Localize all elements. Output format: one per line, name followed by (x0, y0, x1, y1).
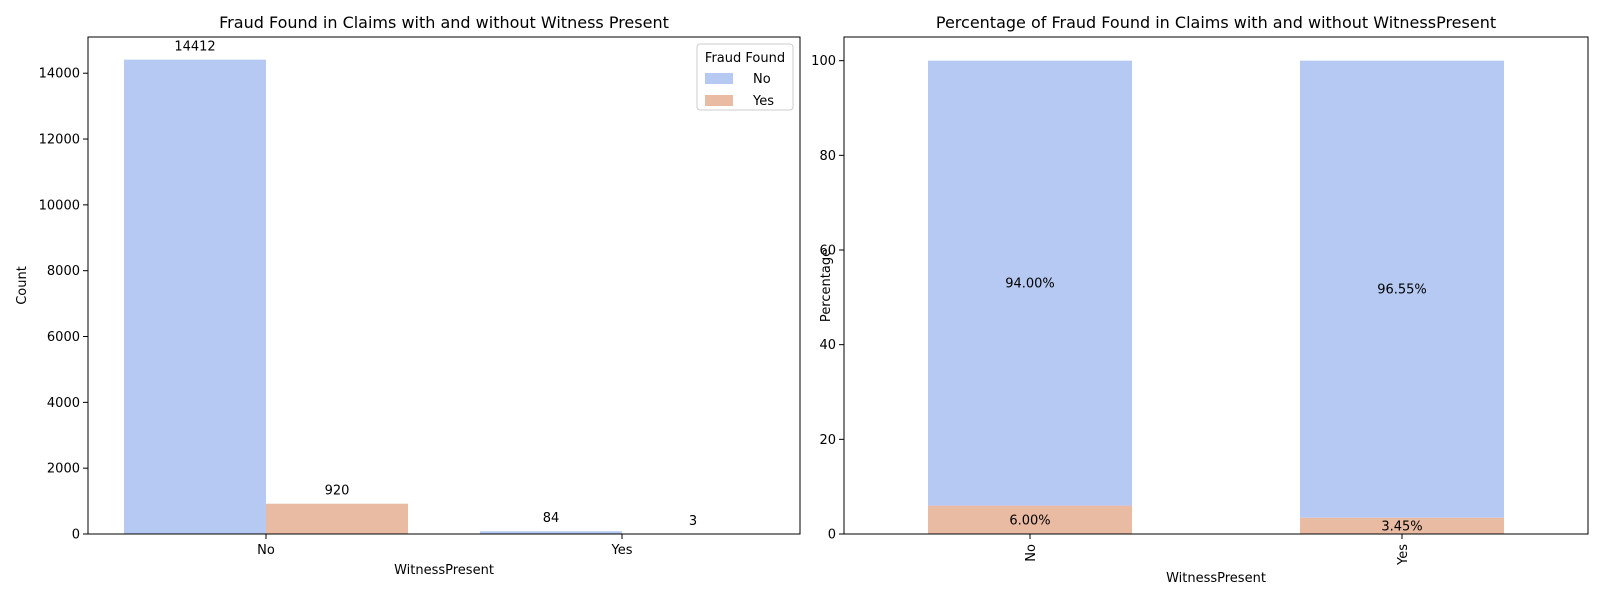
y-axis-label-left: Count (15, 266, 30, 305)
y-tick-label: 0 (828, 528, 836, 543)
x-tick-label: No (1024, 544, 1039, 562)
data-label-right: 3.45% (1381, 519, 1422, 534)
y-tick-label: 8000 (47, 264, 80, 279)
y-axis-label-right: Percentage (819, 249, 834, 322)
bar-left-no-no (124, 59, 266, 534)
y-tick-label: 0 (72, 528, 80, 543)
data-label-right: 94.00% (1005, 277, 1055, 292)
x-tick-label: Yes (611, 543, 633, 558)
chart-title-right: Percentage of Fraud Found in Claims with… (936, 13, 1496, 32)
data-label-left: 3 (689, 514, 697, 529)
data-label-left: 14412 (174, 40, 215, 55)
y-tick-label: 100 (811, 54, 836, 69)
y-tick-label: 60 (819, 244, 836, 259)
bar-left-no-yes (266, 503, 408, 534)
data-label-left: 920 (325, 484, 350, 499)
stacked-bar-yes-no (1300, 60, 1504, 518)
stacked-bar-yes-yes (1300, 517, 1504, 534)
y-tick-label: 6000 (47, 330, 80, 345)
y-tick-label: 2000 (47, 462, 80, 477)
x-tick-label: Yes (1396, 544, 1411, 566)
y-tick-label: 14000 (39, 67, 80, 82)
y-tick-label: 80 (819, 149, 836, 164)
x-axis-label-right: WitnessPresent (1166, 571, 1266, 586)
legend-box (696, 43, 794, 111)
y-tick-label: 20 (819, 433, 836, 448)
chart-title-left: Fraud Found in Claims with and without W… (219, 13, 669, 32)
legend-label-yes: Yes (752, 94, 774, 109)
y-tick-label: 12000 (39, 133, 80, 148)
x-axis-label-left: WitnessPresent (394, 563, 494, 578)
y-tick-label: 4000 (47, 396, 80, 411)
legend-swatch-no (705, 73, 733, 84)
legend-swatch-yes (705, 95, 733, 106)
y-tick-label: 40 (819, 338, 836, 353)
x-tick-label: No (257, 543, 275, 558)
plot-frame-right (843, 36, 1589, 535)
data-label-right: 6.00% (1009, 513, 1050, 528)
data-label-right: 96.55% (1377, 283, 1427, 298)
y-tick-label: 10000 (39, 198, 80, 213)
data-label-left: 84 (543, 511, 560, 526)
stacked-bar-no-yes (928, 505, 1132, 534)
legend-title: Fraud Found (705, 51, 785, 66)
plot-frame-left (87, 36, 801, 535)
legend-label-no: No (753, 72, 771, 87)
stacked-bar-no-no (928, 60, 1132, 506)
bar-left-yes-no (480, 531, 622, 534)
